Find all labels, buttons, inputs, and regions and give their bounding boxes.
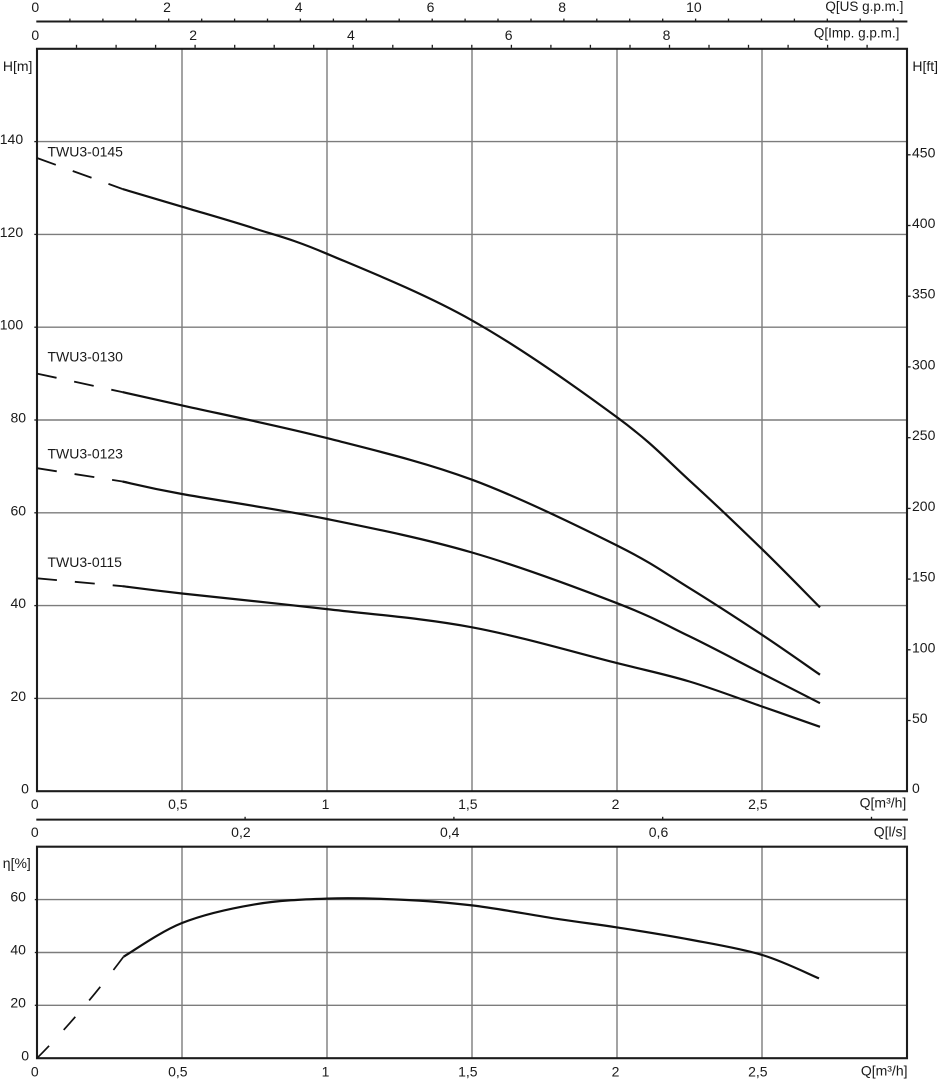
- svg-text:η[%]: η[%]: [3, 855, 31, 871]
- svg-text:0: 0: [31, 0, 39, 15]
- svg-text:350: 350: [912, 286, 936, 302]
- svg-text:TWU3-0130: TWU3-0130: [48, 349, 124, 365]
- svg-text:40: 40: [10, 942, 26, 958]
- svg-text:100: 100: [912, 639, 936, 655]
- svg-text:60: 60: [10, 889, 26, 905]
- svg-text:0: 0: [31, 1064, 39, 1080]
- svg-text:1: 1: [322, 1064, 330, 1080]
- svg-text:2: 2: [189, 27, 197, 43]
- svg-text:0,5: 0,5: [168, 1064, 188, 1080]
- svg-text:2: 2: [163, 0, 171, 15]
- svg-text:0,5: 0,5: [168, 796, 188, 812]
- svg-text:Q[l/s]: Q[l/s]: [874, 824, 907, 840]
- svg-text:TWU3-0145: TWU3-0145: [48, 143, 124, 159]
- svg-text:6: 6: [427, 0, 435, 15]
- svg-text:Q[US g.p.m.]: Q[US g.p.m.]: [825, 0, 903, 14]
- svg-text:140: 140: [0, 131, 23, 147]
- svg-text:2,5: 2,5: [748, 1064, 768, 1080]
- svg-text:400: 400: [912, 215, 936, 231]
- svg-text:0,4: 0,4: [440, 824, 460, 840]
- svg-text:2: 2: [612, 1064, 620, 1080]
- svg-text:4: 4: [347, 27, 355, 43]
- svg-text:200: 200: [912, 498, 936, 514]
- svg-text:0,2: 0,2: [231, 824, 251, 840]
- svg-text:120: 120: [0, 224, 23, 240]
- svg-text:1,5: 1,5: [458, 1064, 478, 1080]
- svg-text:20: 20: [10, 994, 26, 1010]
- svg-text:450: 450: [912, 144, 936, 160]
- svg-text:60: 60: [11, 502, 27, 518]
- svg-text:100: 100: [0, 317, 23, 333]
- svg-text:8: 8: [558, 0, 566, 15]
- svg-text:0: 0: [31, 27, 39, 43]
- svg-text:TWU3-0123: TWU3-0123: [48, 445, 124, 461]
- svg-text:H[ft]: H[ft]: [912, 58, 938, 74]
- svg-text:10: 10: [686, 0, 702, 15]
- svg-text:50: 50: [912, 710, 928, 726]
- svg-text:TWU3-0115: TWU3-0115: [48, 554, 123, 570]
- svg-text:Q[Imp. g.p.m.]: Q[Imp. g.p.m.]: [814, 26, 900, 41]
- svg-text:300: 300: [912, 356, 936, 372]
- svg-text:8: 8: [663, 27, 671, 43]
- svg-text:Q[m³/h]: Q[m³/h]: [861, 1062, 908, 1078]
- svg-text:40: 40: [11, 595, 27, 611]
- svg-text:1,5: 1,5: [458, 796, 478, 812]
- svg-text:0: 0: [31, 824, 39, 840]
- svg-text:H[m]: H[m]: [3, 58, 33, 74]
- svg-text:0: 0: [21, 780, 29, 796]
- svg-text:4: 4: [295, 0, 303, 15]
- svg-text:2: 2: [612, 796, 620, 812]
- svg-text:Q[m³/h]: Q[m³/h]: [860, 795, 907, 811]
- svg-text:80: 80: [11, 410, 27, 426]
- svg-text:0,6: 0,6: [649, 824, 669, 840]
- svg-text:0: 0: [31, 796, 39, 812]
- svg-text:6: 6: [505, 27, 513, 43]
- svg-text:0: 0: [21, 1048, 29, 1064]
- svg-text:0: 0: [912, 780, 920, 796]
- svg-text:20: 20: [11, 688, 27, 704]
- svg-text:150: 150: [912, 569, 936, 585]
- svg-text:1: 1: [322, 796, 330, 812]
- svg-text:2,5: 2,5: [748, 796, 768, 812]
- svg-text:250: 250: [912, 427, 936, 443]
